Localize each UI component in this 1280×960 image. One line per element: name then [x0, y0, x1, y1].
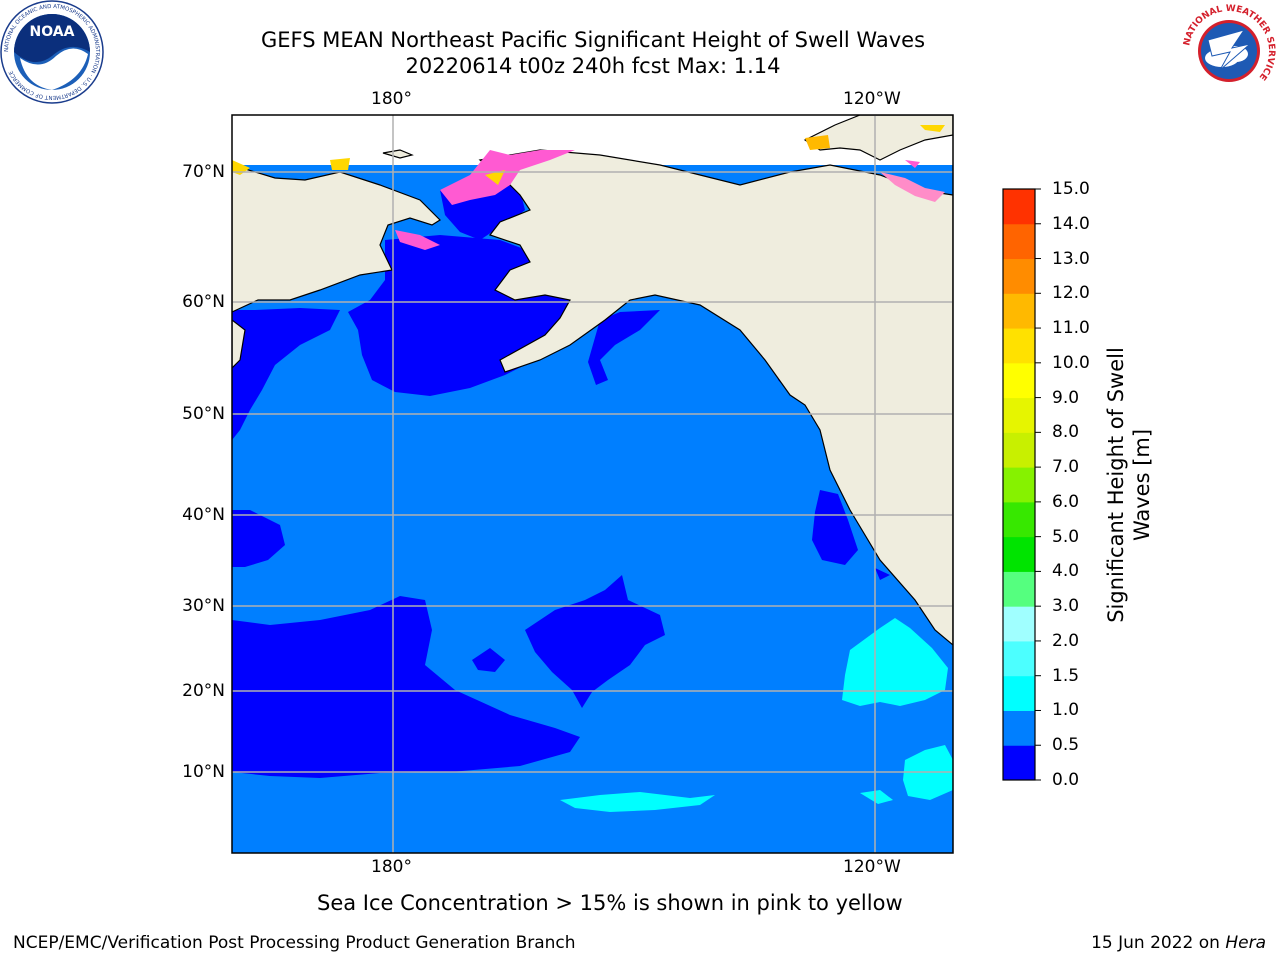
- credit-date-text: 15 Jun 2022 on: [1091, 933, 1220, 953]
- credit-branch: NCEP/EMC/Verification Post Processing Pr…: [13, 933, 576, 953]
- chart-subtitle: 20220614 t00z 240h fcst Max: 1.14: [405, 54, 781, 78]
- colorbar-cell: [1003, 293, 1035, 329]
- sea-ice: [232, 125, 945, 250]
- colorbar-tick-label: 8.0: [1052, 422, 1080, 443]
- colorbar-cell: [1003, 536, 1035, 572]
- nws-logo: NATIONAL WEATHER SERVICE: [1180, 2, 1278, 100]
- colorbar-frame: [1002, 188, 1036, 781]
- lon-label-bottom-180: 180°: [371, 857, 412, 877]
- colorbar-tick-label: 14.0: [1052, 213, 1090, 234]
- sea-ice-note: Sea Ice Concentration > 15% is shown in …: [317, 891, 903, 915]
- colorbar-cell: [1003, 223, 1035, 260]
- colorbar-cell: [1003, 745, 1035, 781]
- lat-label-40n: 40°N: [182, 505, 225, 525]
- credit-machine: Hera: [1225, 933, 1266, 953]
- colorbar-cell: [1003, 467, 1035, 503]
- lon-label-top-180: 180°: [371, 89, 412, 109]
- colorbar-cell: [1003, 606, 1035, 642]
- colorbar-cell: [1003, 710, 1035, 746]
- colorbar-tick-label: 4.0: [1052, 561, 1080, 582]
- colorbar-tick-label: 9.0: [1052, 387, 1080, 408]
- lat-label-30n: 30°N: [182, 596, 225, 616]
- colorbar-tick-label: 12.0: [1052, 283, 1090, 304]
- colorbar-cell: [1003, 571, 1035, 607]
- lon-label-bottom-120w: 120°W: [843, 857, 901, 877]
- colorbar-tick-label: 15.0: [1052, 179, 1090, 199]
- colorbar-tick-label: 5.0: [1052, 526, 1080, 547]
- colorbar-tick-label: 1.5: [1052, 665, 1080, 686]
- swell-mid-regions: [560, 618, 953, 812]
- colorbar-tick-label: 13.0: [1052, 248, 1090, 269]
- lon-label-top-120w: 120°W: [843, 89, 901, 109]
- colorbar-tick-label: 2.0: [1052, 630, 1080, 651]
- colorbar-cell: [1003, 189, 1035, 225]
- graticule: [232, 115, 953, 853]
- colorbar-label-line1: Significant Height of Swell: [1104, 347, 1128, 623]
- lat-label-60n: 60°N: [182, 292, 225, 312]
- colorbar-tick-label: 0.5: [1052, 735, 1080, 756]
- colorbar-label: Significant Height of Swell Waves [m]: [1103, 347, 1155, 623]
- lat-label-10n: 10°N: [182, 762, 225, 782]
- colorbar-cell: [1003, 328, 1035, 364]
- chart-title: GEFS MEAN Northeast Pacific Significant …: [260, 28, 926, 52]
- lat-label-70n: 70°N: [182, 162, 225, 182]
- lat-label-20n: 20°N: [182, 681, 225, 701]
- lat-label-50n: 50°N: [182, 404, 225, 424]
- colorbar: [1003, 189, 1035, 781]
- colorbar-tick-label: 10.0: [1052, 352, 1090, 373]
- noaa-logo-text: NOAA: [30, 24, 75, 40]
- noaa-logo: NATIONAL OCEANIC AND ATMOSPHERIC ADMINIS…: [0, 0, 104, 104]
- colorbar-cell: [1003, 675, 1035, 711]
- colorbar-tick-label: 0.0: [1052, 770, 1080, 790]
- colorbar-tick-label: 1.0: [1052, 700, 1080, 721]
- colorbar-cell: [1003, 258, 1035, 294]
- colorbar-tick-label: 6.0: [1052, 491, 1080, 512]
- colorbar-tick-label: 3.0: [1052, 596, 1080, 617]
- credit-date: 15 Jun 2022 on Hera: [1091, 933, 1266, 953]
- colorbar-label-line2: Waves [m]: [1130, 428, 1154, 542]
- colorbar-cell: [1003, 640, 1035, 677]
- map-frame: [231, 114, 954, 854]
- land-areas: [232, 115, 953, 646]
- colorbar-cell: [1003, 501, 1035, 538]
- colorbar-cell: [1003, 397, 1035, 433]
- colorbar-tick-label: 7.0: [1052, 457, 1080, 478]
- colorbar-tick-label: 11.0: [1052, 318, 1090, 339]
- colorbar-cell: [1003, 432, 1035, 468]
- colorbar-cell: [1003, 362, 1035, 399]
